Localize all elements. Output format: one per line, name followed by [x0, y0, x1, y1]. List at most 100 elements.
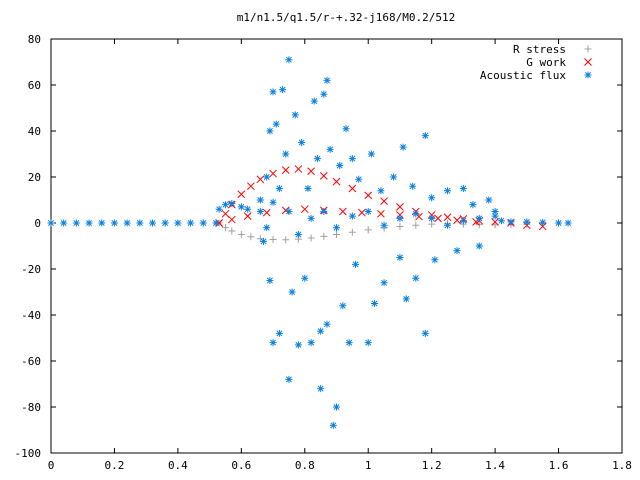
data-point: [123, 219, 131, 227]
data-marks: [47, 56, 572, 429]
x-tick-label: 1.6: [549, 459, 569, 472]
data-point: [269, 339, 277, 347]
data-point: [161, 219, 169, 227]
data-point: [564, 219, 572, 227]
data-point: [294, 231, 302, 238]
y-tick-label: 80: [28, 33, 41, 46]
data-point: [282, 150, 290, 158]
data-point: [187, 219, 195, 227]
data-point: [212, 219, 220, 227]
legend-label: G work: [526, 56, 566, 69]
data-point: [260, 237, 268, 245]
data-point: [285, 375, 293, 383]
data-point: [332, 177, 341, 186]
data-point: [338, 207, 347, 216]
data-point: [110, 219, 118, 227]
data-point: [409, 182, 417, 190]
x-tick-label: 0.8: [295, 459, 315, 472]
data-point: [497, 217, 505, 225]
data-point: [228, 199, 236, 207]
data-point: [47, 219, 55, 227]
data-point: [333, 403, 340, 411]
axes: 0 0.2 0.4 0.6 0.8 1 1.2 1.4 1.6 1.8 -100 -80 -60 -40 -…: [15, 33, 632, 472]
y-tick-label: 60: [28, 79, 41, 92]
y-tick-label: -60: [21, 355, 41, 368]
data-point: [539, 218, 547, 226]
data-point: [339, 302, 347, 310]
data-point: [307, 339, 315, 347]
data-point: [275, 329, 283, 337]
data-point: [421, 132, 429, 140]
data-point: [266, 127, 274, 135]
data-point: [364, 339, 372, 347]
data-point: [323, 76, 331, 84]
data-point: [221, 224, 229, 232]
data-point: [256, 208, 264, 215]
data-point: [227, 215, 236, 224]
data-point: [304, 185, 312, 192]
legend-marker: [584, 45, 592, 53]
data-point: [329, 421, 337, 429]
data-point: [428, 214, 436, 222]
data-point: [307, 234, 315, 242]
data-point: [307, 214, 315, 222]
data-point: [72, 219, 80, 227]
data-point: [263, 173, 271, 181]
data-point: [371, 300, 379, 307]
x-tick-label: 0.2: [105, 459, 125, 472]
data-point: [491, 217, 499, 226]
data-point: [399, 143, 407, 151]
data-point: [285, 56, 293, 64]
data-point: [269, 198, 277, 206]
data-point: [262, 208, 271, 217]
data-point: [444, 221, 452, 229]
data-point: [491, 208, 499, 215]
data-point: [348, 228, 356, 236]
data-point: [221, 201, 229, 209]
x-tick-label: 1.8: [612, 459, 632, 472]
x-tick-label: 0.4: [168, 459, 188, 472]
data-point: [269, 88, 277, 96]
data-point: [364, 226, 372, 234]
data-point: [60, 219, 68, 227]
y-tick-label: -40: [21, 309, 41, 322]
data-point: [453, 247, 461, 255]
data-point: [336, 162, 344, 169]
data-point: [377, 209, 385, 218]
data-point: [421, 329, 429, 337]
legend-label: R stress: [513, 43, 566, 56]
data-point: [228, 227, 236, 235]
data-point: [320, 208, 328, 215]
legend-marker: [584, 58, 592, 66]
data-point: [266, 277, 274, 284]
x-tick-label: 0: [48, 459, 55, 472]
data-point: [348, 184, 357, 193]
data-point: [221, 209, 230, 218]
y-tick-label: -80: [21, 401, 41, 414]
data-point: [247, 233, 255, 241]
data-point: [367, 150, 375, 158]
data-point: [459, 217, 467, 225]
x-tick-label: 0.6: [231, 459, 251, 472]
data-point: [364, 208, 372, 215]
data-point: [320, 232, 328, 240]
x-tick-label: 1: [365, 459, 372, 472]
y-tick-label: -20: [21, 263, 41, 276]
data-point: [288, 288, 296, 296]
legend-label: Acoustic flux: [480, 69, 566, 82]
data-point: [396, 214, 404, 222]
y-tick-label: 20: [28, 171, 41, 184]
series-1: [215, 165, 547, 231]
chart-title: m1/n1.5/q1.5/r-+.32-j168/M0.2/512: [237, 11, 456, 24]
data-point: [269, 236, 277, 244]
data-point: [313, 155, 321, 163]
data-point: [377, 187, 385, 195]
data-point: [319, 171, 328, 180]
data-point: [323, 320, 331, 328]
data-point: [443, 213, 452, 222]
data-point: [444, 187, 452, 195]
data-point: [317, 327, 325, 335]
